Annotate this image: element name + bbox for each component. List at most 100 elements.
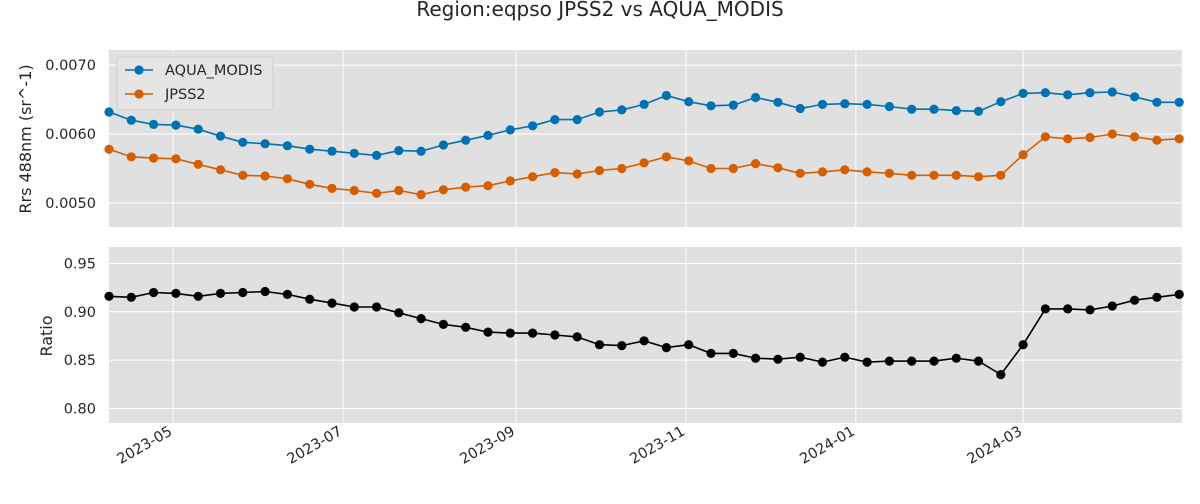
data-point-jpss2 (1063, 134, 1073, 144)
data-point-aqua-modis (617, 105, 627, 115)
data-point-aqua-modis (1018, 88, 1028, 98)
bottom-grid (109, 247, 1182, 423)
data-point-jpss2 (773, 163, 783, 173)
data-point-jpss2 (907, 170, 917, 180)
data-point-ratio (215, 288, 226, 298)
data-point-jpss2 (1018, 150, 1028, 160)
data-point-aqua-modis (104, 107, 114, 117)
data-point-jpss2 (126, 152, 136, 162)
data-point-aqua-modis (1130, 92, 1140, 102)
top-series (104, 87, 1184, 200)
data-point-jpss2 (327, 183, 337, 193)
data-point-ratio (149, 287, 159, 298)
data-point-ratio (394, 308, 404, 318)
legend-marker-aqua-modis (134, 65, 144, 75)
data-point-ratio (1107, 301, 1117, 311)
data-point-aqua-modis (238, 137, 248, 147)
bottom-panel: 0.80 0.85 0.90 0.95 Ratio (37, 247, 1184, 423)
data-point-ratio (104, 291, 114, 301)
bottom-y-tick-label: 0.95 (64, 256, 96, 272)
data-point-aqua-modis (929, 104, 939, 114)
data-point-ratio (1152, 292, 1162, 302)
data-point-jpss2 (572, 169, 582, 179)
data-point-aqua-modis (639, 99, 649, 109)
data-point-jpss2 (795, 168, 805, 178)
data-point-ratio (171, 288, 181, 298)
data-point-jpss2 (973, 172, 984, 182)
data-point-jpss2 (728, 163, 738, 174)
data-point-jpss2 (996, 170, 1006, 180)
top-y-axis-label: Rrs 488nm (sr^-1) (16, 64, 35, 213)
data-point-aqua-modis (528, 121, 538, 131)
data-point-ratio (1085, 305, 1095, 315)
data-point-aqua-modis (461, 135, 471, 145)
data-point-aqua-modis (795, 103, 805, 114)
top-grid (109, 50, 1182, 227)
bottom-y-tick-labels: 0.80 0.85 0.90 0.95 (64, 256, 96, 417)
data-point-ratio (260, 286, 270, 297)
data-point-ratio (572, 332, 582, 342)
data-point-aqua-modis (973, 106, 984, 116)
data-point-ratio (305, 294, 315, 304)
data-point-ratio (862, 357, 872, 367)
x-tick-label: 2023-05 (115, 424, 175, 468)
data-point-aqua-modis (751, 92, 761, 103)
data-point-aqua-modis (884, 101, 895, 112)
bottom-plot-area (109, 247, 1182, 423)
data-point-jpss2 (528, 172, 538, 182)
data-point-aqua-modis (394, 146, 404, 156)
data-point-aqua-modis (438, 140, 448, 150)
data-point-aqua-modis (862, 99, 872, 109)
data-point-aqua-modis (996, 97, 1006, 107)
data-point-jpss2 (884, 168, 895, 178)
data-point-jpss2 (951, 170, 961, 180)
data-point-jpss2 (751, 159, 761, 169)
data-point-jpss2 (1152, 135, 1162, 145)
data-point-jpss2 (505, 176, 515, 186)
data-point-jpss2 (639, 158, 649, 168)
data-point-ratio (327, 298, 337, 308)
bottom-series (104, 286, 1184, 380)
data-point-ratio (193, 291, 203, 301)
data-point-ratio (907, 356, 917, 366)
data-point-ratio (884, 356, 895, 366)
data-point-aqua-modis (840, 99, 850, 109)
data-point-aqua-modis (483, 130, 493, 140)
data-point-ratio (1063, 304, 1073, 314)
data-point-ratio (1040, 304, 1050, 314)
data-point-ratio (639, 336, 649, 346)
data-point-aqua-modis (126, 115, 136, 125)
data-point-aqua-modis (684, 97, 694, 107)
x-tick-label: 2024-01 (797, 424, 857, 468)
top-y-tick-label: 0.0050 (45, 196, 96, 212)
data-point-ratio (528, 328, 538, 338)
data-point-aqua-modis (305, 144, 315, 154)
data-point-ratio (594, 340, 605, 350)
data-point-ratio (929, 356, 939, 366)
data-point-jpss2 (215, 165, 226, 175)
data-point-aqua-modis (416, 146, 426, 156)
data-point-ratio (751, 353, 761, 363)
data-point-ratio (684, 340, 694, 350)
top-panel: 0.0050 0.0060 0.0070 Rrs 488nm (sr^-1) AQU… (16, 50, 1184, 227)
data-point-aqua-modis (193, 124, 203, 134)
data-point-ratio (238, 287, 248, 298)
data-point-aqua-modis (951, 106, 961, 116)
data-point-jpss2 (661, 152, 672, 162)
data-point-aqua-modis (907, 104, 917, 114)
data-point-aqua-modis (706, 101, 716, 111)
data-point-jpss2 (1085, 132, 1095, 143)
data-point-ratio (349, 302, 359, 312)
data-point-aqua-modis (1174, 97, 1184, 107)
data-point-aqua-modis (1085, 88, 1095, 98)
data-point-aqua-modis (149, 119, 159, 129)
data-point-aqua-modis (728, 100, 738, 110)
top-plot-area (109, 50, 1182, 227)
data-point-ratio (126, 292, 136, 302)
legend-marker-jpss2 (134, 89, 144, 99)
x-tick-label: 2024-03 (965, 424, 1025, 468)
data-point-jpss2 (171, 154, 181, 164)
data-point-jpss2 (416, 190, 426, 200)
data-point-ratio (661, 343, 672, 353)
